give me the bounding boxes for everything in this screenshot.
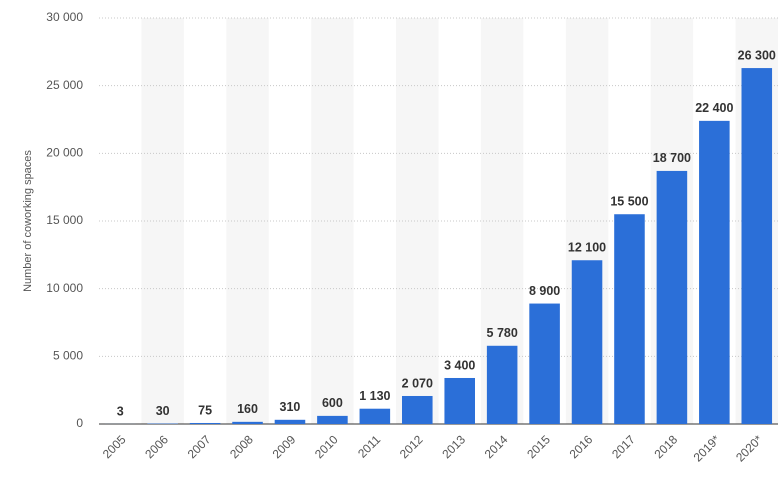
value-label: 22 400 — [695, 101, 733, 115]
value-label: 5 780 — [487, 326, 518, 340]
y-tick-label: 5 000 — [53, 349, 83, 363]
x-tick-label: 2012 — [397, 432, 426, 461]
column-band — [311, 18, 354, 424]
x-tick-label: 2016 — [567, 432, 596, 461]
bar — [529, 303, 560, 424]
bar — [189, 422, 221, 424]
value-label: 2 070 — [402, 376, 433, 390]
y-tick-label: 25 000 — [46, 78, 83, 92]
x-tick-label: 2019* — [691, 432, 723, 464]
bar — [656, 170, 688, 424]
bar — [444, 377, 475, 424]
bar — [571, 260, 603, 424]
value-label: 160 — [237, 402, 258, 416]
value-label: 30 — [156, 404, 170, 418]
value-label: 3 400 — [444, 358, 475, 372]
value-label: 1 130 — [359, 389, 390, 403]
x-tick-label: 2015 — [524, 432, 553, 461]
value-label: 3 — [117, 404, 124, 418]
x-tick-label: 2013 — [439, 432, 468, 461]
x-tick-label: 2017 — [609, 432, 638, 461]
value-label: 600 — [322, 396, 343, 410]
value-label: 75 — [198, 403, 212, 417]
x-tick-label: 2008 — [227, 432, 256, 461]
y-tick-label: 0 — [76, 416, 83, 430]
value-label: 18 700 — [653, 151, 691, 165]
bar — [402, 395, 433, 424]
y-tick-label: 30 000 — [46, 10, 83, 24]
x-tick-label: 2010 — [312, 432, 341, 461]
bar — [274, 419, 306, 424]
bar — [317, 415, 348, 424]
x-tick-label: 2009 — [270, 432, 299, 461]
y-tick-label: 10 000 — [46, 281, 83, 295]
value-label: 15 500 — [610, 195, 648, 209]
bar — [699, 120, 730, 424]
bar — [359, 408, 391, 424]
x-tick-label: 2006 — [142, 432, 171, 461]
y-tick-label: 15 000 — [46, 213, 83, 227]
column-band — [226, 18, 269, 424]
y-tick-label: 20 000 — [46, 146, 83, 160]
y-axis-label: Number of coworking spaces — [22, 150, 34, 292]
x-tick-label: 2018 — [651, 432, 680, 461]
x-tick-label: 2014 — [482, 432, 511, 461]
bar — [486, 345, 518, 424]
x-tick-label: 2005 — [100, 432, 129, 461]
x-tick-label: 2011 — [355, 432, 383, 460]
bar — [614, 214, 645, 424]
value-label: 8 900 — [529, 284, 560, 298]
x-tick-label: 2007 — [185, 432, 214, 461]
x-tick-label: 2020* — [733, 432, 765, 464]
bar — [741, 68, 773, 424]
value-label: 310 — [280, 400, 301, 414]
value-label: 26 300 — [738, 48, 776, 62]
bar — [232, 421, 263, 424]
value-label: 12 100 — [568, 241, 606, 255]
